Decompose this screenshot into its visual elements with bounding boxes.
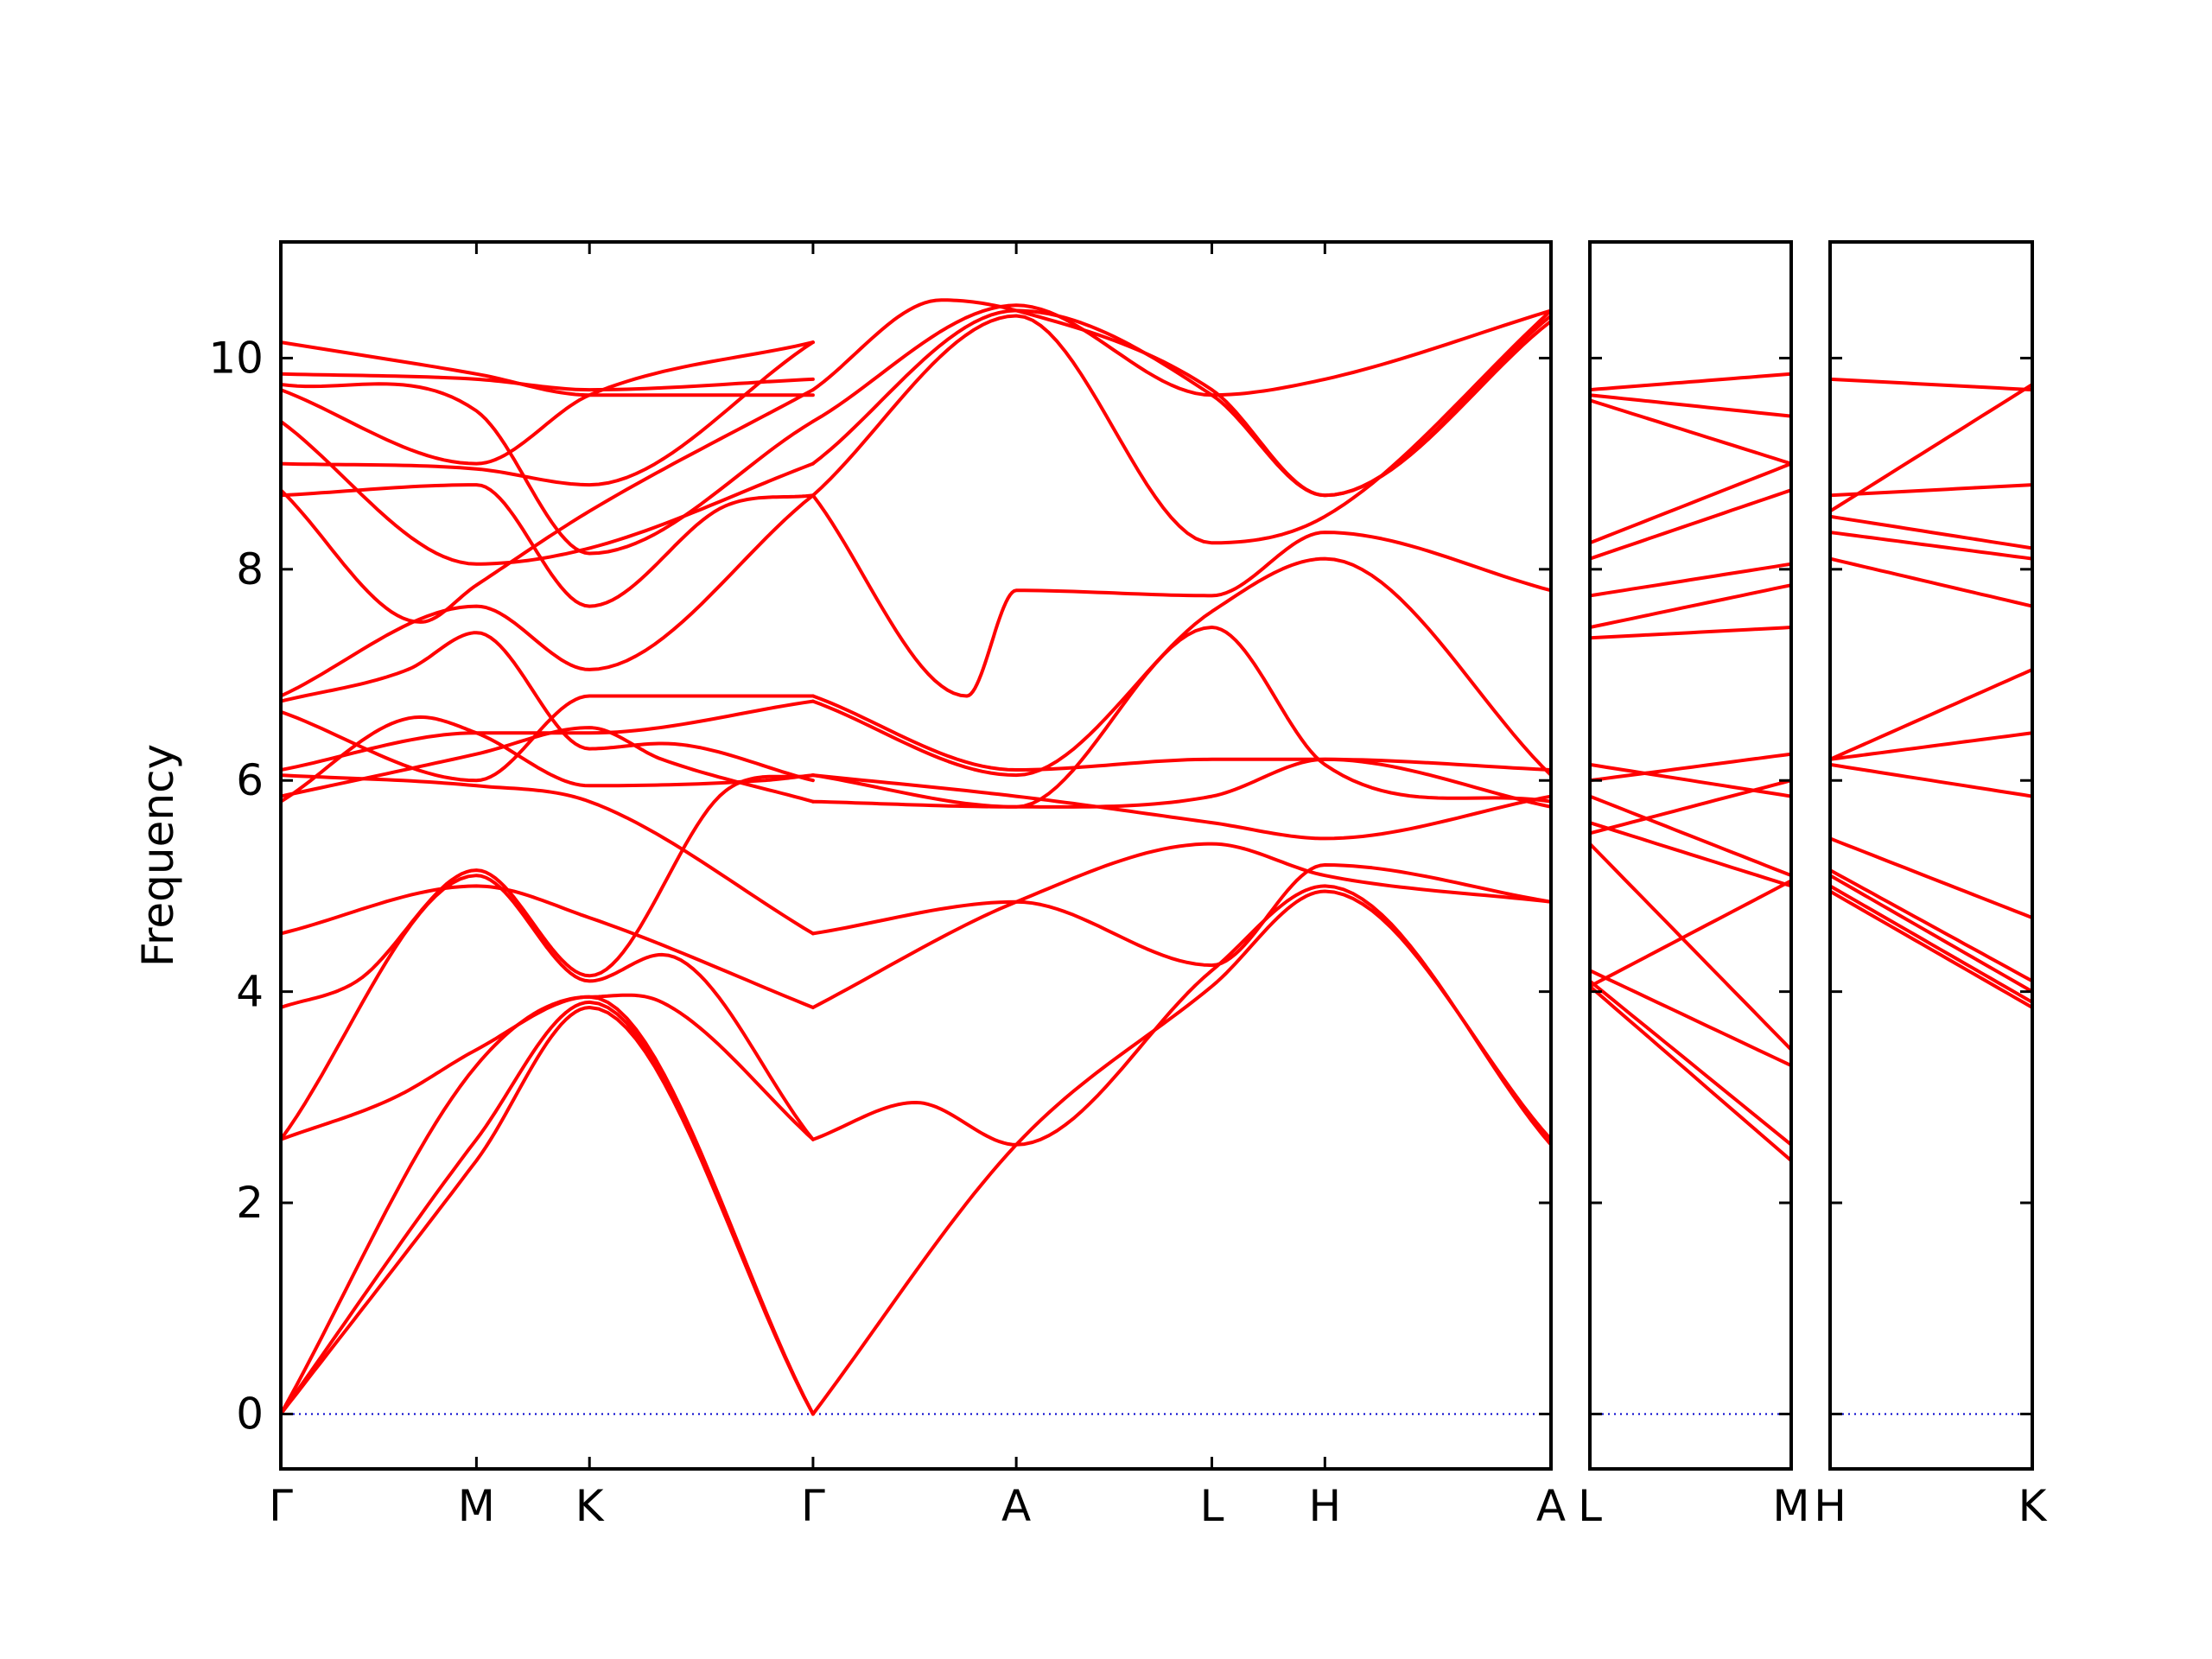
band-line-31: [810, 694, 1551, 772]
band-line-7: [1590, 762, 1791, 798]
band-line-36: [810, 298, 1551, 498]
band-line-8: [1590, 779, 1791, 836]
band-line-21: [281, 372, 815, 392]
y-tick-label: 4: [236, 967, 264, 1017]
band-line-29: [810, 773, 1551, 841]
panel-frame: [279, 240, 1553, 1471]
band-line-5: [1830, 836, 2032, 920]
band-line-11: [1830, 514, 2032, 550]
x-tick-label: K: [2018, 1481, 2048, 1531]
band-line-9: [1830, 556, 2032, 608]
band-line-3: [1830, 874, 2032, 994]
band-line-12: [281, 694, 815, 783]
band-line-15: [1590, 398, 1791, 466]
band-line-28: [810, 757, 1551, 809]
band-line-14: [281, 493, 815, 698]
band-line-13: [1590, 562, 1791, 598]
band-line-9: [1590, 752, 1791, 783]
y-tick-label: 2: [236, 1178, 264, 1228]
band-line-8: [281, 715, 815, 804]
band-line-4: [1830, 868, 2032, 983]
x-tick-label: H: [1814, 1481, 1847, 1531]
band-line-2: [281, 1000, 815, 1416]
band-line-26: [810, 863, 1551, 968]
band-line-20: [281, 382, 815, 556]
x-tick-label: M: [458, 1481, 495, 1531]
band-line-12: [1830, 483, 2032, 498]
band-line-14: [1830, 383, 2032, 513]
x-tick-label: Γ: [801, 1481, 825, 1531]
y-tick-label: 10: [208, 333, 264, 383]
band-line-10: [281, 773, 815, 936]
band-line-11: [1590, 626, 1791, 640]
y-tick-label: 0: [236, 1389, 264, 1439]
band-line-4: [1590, 842, 1791, 1052]
band-line-18: [281, 419, 815, 566]
band-line-1: [281, 1006, 815, 1416]
x-tick-label: H: [1309, 1481, 1342, 1531]
x-tick-label: K: [575, 1481, 605, 1531]
band-line-15: [281, 483, 815, 608]
band-line-32: [810, 493, 1551, 698]
panel-1: 0 2 4 6 8 10 Γ M K Γ A L H A: [208, 240, 1566, 1531]
band-line-30: [810, 556, 1551, 778]
band-line-24: [810, 884, 1551, 1147]
band-line-22: [281, 340, 815, 397]
y-tick-label: 8: [236, 544, 264, 594]
band-line-6: [1590, 794, 1791, 878]
band-line-33: [810, 308, 1551, 545]
panel-frame: [1828, 240, 2034, 1471]
x-tick-label: L: [1200, 1481, 1224, 1531]
band-line-27: [810, 626, 1551, 809]
band-line-16: [281, 388, 815, 624]
band-line-12: [1590, 583, 1791, 629]
band-line-19: [281, 340, 815, 466]
x-tick-label: A: [1001, 1481, 1031, 1531]
band-line-35: [810, 303, 1551, 423]
bands-group: [1830, 377, 2032, 1009]
band-line-2: [1830, 884, 2032, 1004]
band-line-16: [1590, 393, 1791, 418]
band-line-7: [1830, 731, 2032, 761]
band-line-13: [1830, 377, 2032, 392]
band-line-1: [1590, 984, 1791, 1163]
band-line-34: [810, 308, 1551, 498]
y-tick-label: 6: [236, 755, 264, 805]
x-tick-label: M: [1772, 1481, 1809, 1531]
band-line-10: [1590, 879, 1791, 988]
band-line-11: [281, 699, 815, 772]
panel-frame: [1588, 240, 1793, 1471]
band-line-6: [1830, 762, 2032, 798]
band-line-7: [281, 884, 815, 1009]
y-axis-label: Frequency: [133, 744, 183, 967]
band-line-2: [1590, 979, 1791, 1147]
x-tick-label: L: [1578, 1481, 1602, 1531]
band-line-14: [1590, 461, 1791, 545]
band-line-17: [1590, 372, 1791, 392]
band-line-1: [1830, 889, 2032, 1009]
band-line-25: [810, 842, 1551, 1009]
band-line-4: [281, 993, 815, 1141]
band-line-23: [810, 889, 1551, 1416]
x-tick-label: Γ: [269, 1481, 293, 1531]
band-line-13: [281, 631, 815, 783]
band-line-5: [1590, 821, 1791, 888]
band-line-10: [1830, 531, 2032, 561]
bands-group: [1590, 372, 1791, 1163]
x-tick-label: A: [1536, 1481, 1566, 1531]
band-line-3: [1590, 969, 1791, 1068]
band-line-8: [1830, 667, 2032, 761]
band-line-18: [1590, 488, 1791, 561]
band-line-17: [281, 340, 815, 487]
bands-group: [281, 298, 1551, 1416]
